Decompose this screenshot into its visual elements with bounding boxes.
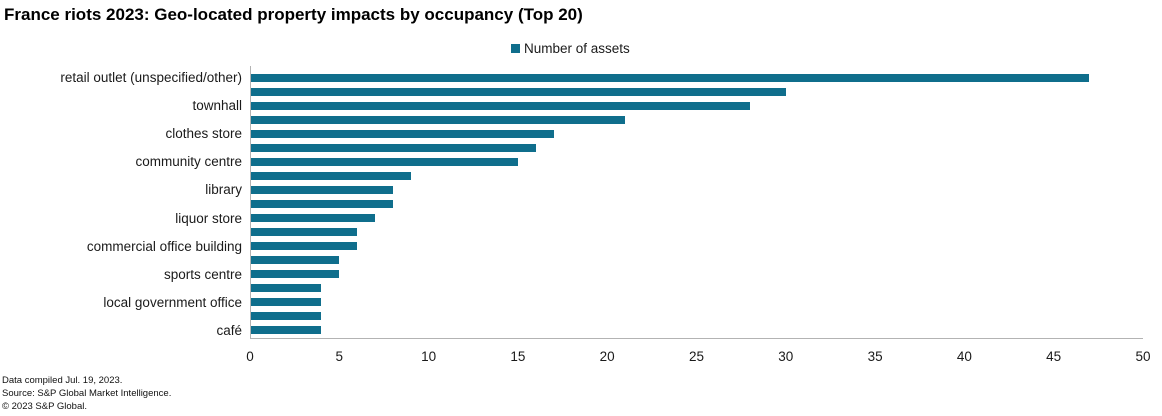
bar: [250, 298, 322, 307]
bar-row: [0, 169, 1143, 182]
bar-row: local government office: [0, 295, 1143, 310]
bar-row: [0, 141, 1143, 154]
category-label: liquor store: [175, 210, 242, 226]
legend-label: Number of assets: [524, 41, 630, 56]
x-tick-label: 15: [510, 349, 526, 364]
bar-track: [250, 70, 1143, 85]
y-axis-line: [250, 66, 251, 338]
bar-track: [250, 169, 1143, 182]
bar-track: [250, 254, 1143, 267]
bar: [250, 129, 554, 138]
bar: [250, 199, 393, 208]
category-label: retail outlet (unspecified/other): [60, 70, 242, 85]
legend-swatch-icon: [511, 44, 520, 53]
bar-row: [0, 85, 1143, 98]
bar-track: [250, 239, 1143, 254]
bar-track: [250, 85, 1143, 98]
bar-track: [250, 211, 1143, 226]
x-tick-label: 40: [956, 349, 972, 364]
bar: [250, 185, 393, 194]
bar-track: [250, 226, 1143, 239]
footer-line-copyright: © 2023 S&P Global.: [2, 401, 87, 412]
bar-row: [0, 310, 1143, 323]
category-label: commercial office building: [86, 238, 242, 254]
bar-track: [250, 310, 1143, 323]
bar: [250, 284, 322, 293]
bar-row: clothes store: [0, 126, 1143, 141]
x-tick-label: 35: [867, 349, 883, 364]
category-label: café: [216, 322, 242, 338]
bar: [250, 73, 1090, 82]
bar: [250, 270, 340, 279]
bar: [250, 326, 322, 335]
bar-row: [0, 226, 1143, 239]
x-tick-label: 25: [688, 349, 705, 364]
bar-track: [250, 182, 1143, 197]
bar-track: [250, 141, 1143, 154]
bar: [250, 101, 751, 110]
x-tick-label: 5: [335, 349, 344, 364]
x-axis-ticks: 0 5 10 15 20 25 30 35 40 45 50: [246, 349, 1150, 366]
x-tick-label: 20: [599, 349, 615, 364]
bar-rows: retail outlet (unspecified/other) townhal…: [0, 70, 1143, 338]
bar: [250, 171, 411, 180]
bar: [250, 157, 518, 166]
bar-track: [250, 267, 1143, 282]
bar: [250, 115, 626, 124]
bar-track: [250, 98, 1143, 113]
bar-row: café: [0, 323, 1143, 338]
chart-title: France riots 2023: Geo-located property …: [4, 5, 583, 24]
x-tick-label: 45: [1046, 349, 1062, 364]
bar-row: sports centre: [0, 267, 1143, 282]
category-label: sports centre: [163, 266, 242, 282]
category-label: townhall: [192, 98, 242, 114]
x-tick-label: 30: [778, 349, 794, 364]
bar: [250, 312, 322, 321]
bar-row: [0, 254, 1143, 267]
bar-track: [250, 126, 1143, 141]
x-tick-label: 10: [421, 349, 437, 364]
category-label: clothes store: [165, 126, 242, 142]
bar: [250, 256, 340, 265]
bar-row: library: [0, 182, 1143, 197]
bar-track: [250, 295, 1143, 310]
bar: [250, 242, 358, 251]
bar: [250, 87, 786, 96]
bar-row: retail outlet (unspecified/other): [0, 70, 1143, 85]
bar-track: [250, 197, 1143, 210]
bar-row: [0, 282, 1143, 295]
bar-row: [0, 197, 1143, 210]
bar: [250, 214, 376, 223]
bar: [250, 143, 536, 152]
bar-row: liquor store: [0, 211, 1143, 226]
category-label: local government office: [103, 294, 242, 310]
footer-line-source: Source: S&P Global Market Intelligence.: [2, 388, 172, 399]
bar-track: [250, 323, 1143, 338]
x-tick-label: 0: [246, 349, 254, 364]
x-tick-label: 50: [1135, 349, 1151, 364]
bar-row: [0, 113, 1143, 126]
bar-row: community centre: [0, 154, 1143, 169]
bar-track: [250, 282, 1143, 295]
bar-track: [250, 154, 1143, 169]
x-axis-line: [250, 338, 1143, 339]
legend: Number of assets: [511, 41, 630, 56]
bar-track: [250, 113, 1143, 126]
source-note: Data compiled Jul. 19, 2023. Source: S&P…: [2, 374, 171, 413]
bar-row: commercial office building: [0, 239, 1143, 254]
footer-line-compiled: Data compiled Jul. 19, 2023.: [2, 375, 123, 386]
bar: [250, 228, 358, 237]
category-label: community centre: [135, 154, 242, 170]
bar-row: townhall: [0, 98, 1143, 113]
category-label: library: [205, 182, 242, 198]
